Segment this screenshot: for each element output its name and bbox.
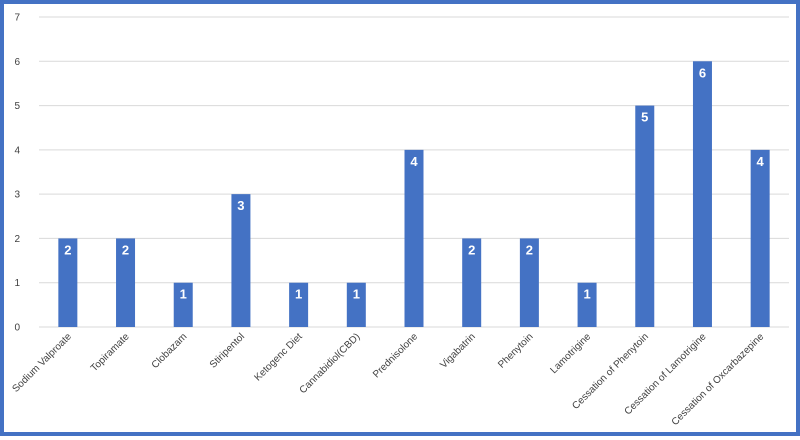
- y-tick-label: 5: [14, 101, 20, 112]
- bar: [116, 238, 136, 327]
- x-category-label: Vigabatrin: [438, 331, 477, 370]
- y-tick-label: 1: [14, 278, 20, 289]
- y-tick-label: 0: [14, 323, 20, 334]
- bar: [577, 282, 597, 327]
- y-tick-label: 2: [14, 234, 20, 245]
- x-category-label: Ketogenc Diet: [253, 331, 305, 383]
- bar-data-label: 4: [410, 154, 418, 169]
- bar-data-label: 2: [526, 242, 533, 257]
- bars: [58, 61, 770, 328]
- bar: [692, 61, 712, 328]
- x-category-label: Cannabidiol(CBD): [298, 331, 363, 396]
- x-category-label: Clobazam: [150, 331, 190, 371]
- x-category-label: Topiramate: [89, 331, 132, 374]
- bar-data-label: 4: [757, 154, 765, 169]
- bar-data-label: 1: [583, 287, 590, 302]
- y-tick-label: 4: [14, 145, 20, 156]
- bar-data-label: 2: [64, 242, 71, 257]
- bar-data-label: 3: [237, 198, 244, 213]
- bar-data-label: 6: [699, 65, 706, 80]
- y-tick-label: 3: [14, 190, 20, 201]
- bar-data-label: 1: [353, 287, 360, 302]
- bar-chart: 0 1 2 3 4 5 6 7 2 2 1 3 1 1 4 2 2 1 5 6 4 Sodium Valproate T…: [11, 13, 789, 428]
- y-tick-label: 7: [14, 13, 20, 24]
- x-category-label: Stiripentol: [208, 331, 247, 370]
- bar-data-label: 2: [122, 242, 129, 257]
- x-category-label: Sodium Valproate: [11, 331, 75, 395]
- bar-data-label: 1: [180, 287, 187, 302]
- y-axis-ticks: 0 1 2 3 4 5 6 7: [14, 13, 20, 334]
- bar: [173, 282, 193, 327]
- bar: [750, 149, 770, 327]
- bar-data-label: 1: [295, 287, 302, 302]
- bar: [231, 194, 251, 327]
- x-category-label: Prednisolone: [371, 331, 420, 380]
- bar: [346, 282, 366, 327]
- y-tick-label: 6: [14, 57, 20, 68]
- bar: [58, 238, 78, 327]
- x-category-label: Cessation of Oxcarbazepine: [670, 331, 767, 428]
- bar-data-label: 2: [468, 242, 475, 257]
- bar: [635, 105, 655, 327]
- data-labels: 2 2 1 3 1 1 4 2 2 1 5 6 4: [64, 65, 764, 301]
- bar: [462, 238, 482, 327]
- bar-data-label: 5: [641, 110, 648, 125]
- bar: [289, 282, 309, 327]
- bar: [519, 238, 539, 327]
- x-category-label: Phenytoin: [496, 331, 535, 370]
- x-axis-categories: Sodium Valproate Topiramate Clobazam Stirip…: [11, 331, 767, 428]
- bar: [404, 149, 424, 327]
- x-category-label: Lamotrigine: [548, 331, 593, 376]
